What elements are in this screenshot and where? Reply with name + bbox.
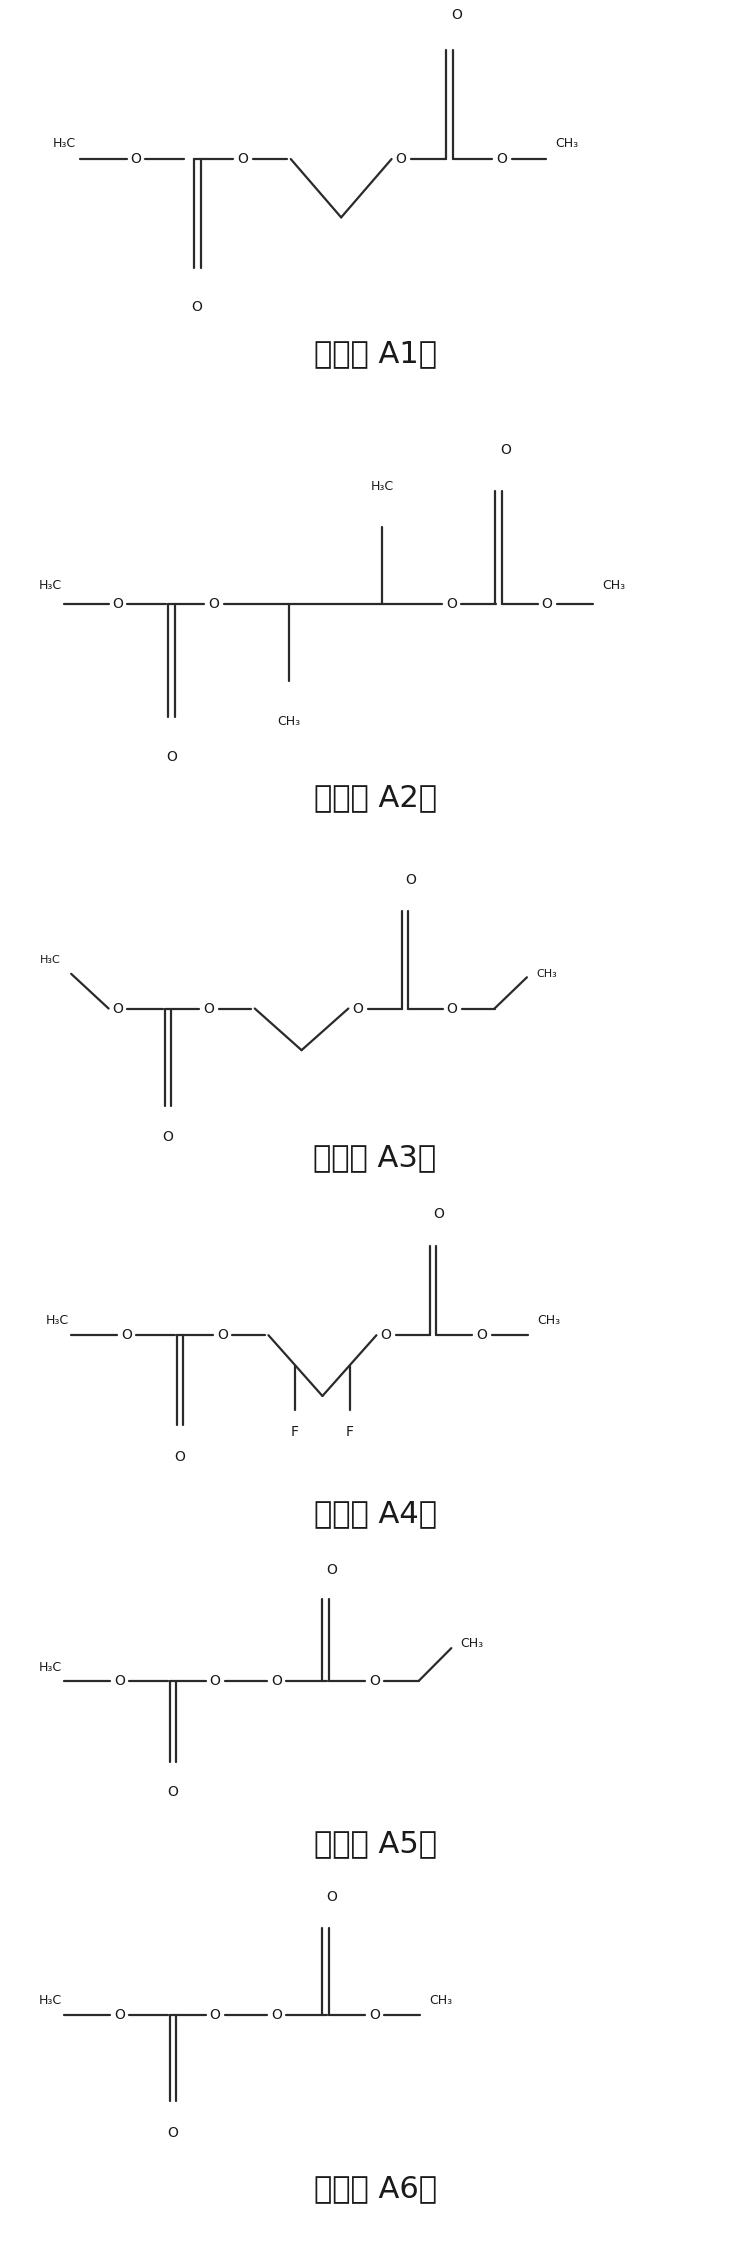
Text: 化合物 A5；: 化合物 A5； <box>314 1829 436 1858</box>
Text: H₃C: H₃C <box>39 1661 62 1674</box>
Text: O: O <box>167 1784 178 1800</box>
Text: CH₃: CH₃ <box>460 1636 484 1649</box>
Text: O: O <box>380 1329 392 1342</box>
Text: 化合物 A6。: 化合物 A6。 <box>314 2174 436 2203</box>
Text: O: O <box>433 1206 445 1221</box>
Text: CH₃: CH₃ <box>430 1994 453 2008</box>
Text: O: O <box>395 152 406 166</box>
Text: O: O <box>446 1002 458 1015</box>
Text: 化合物 A4；: 化合物 A4； <box>314 1499 436 1528</box>
Text: H₃C: H₃C <box>370 480 394 493</box>
Text: O: O <box>446 596 457 612</box>
Text: O: O <box>114 1674 125 1687</box>
Text: CH₃: CH₃ <box>277 715 300 728</box>
Text: CH₃: CH₃ <box>536 968 557 979</box>
Text: CH₃: CH₃ <box>556 137 579 150</box>
Text: O: O <box>352 1002 363 1015</box>
Text: O: O <box>217 1329 228 1342</box>
Text: H₃C: H₃C <box>46 1315 69 1327</box>
Text: O: O <box>130 152 142 166</box>
Text: O: O <box>175 1450 185 1463</box>
Text: 化合物 A3；: 化合物 A3； <box>314 1143 436 1172</box>
Text: CH₃: CH₃ <box>602 578 625 592</box>
Text: O: O <box>166 751 178 764</box>
Text: H₃C: H₃C <box>39 1994 62 2008</box>
Text: H₃C: H₃C <box>53 137 76 150</box>
Text: 化合物 A2；: 化合物 A2； <box>314 784 436 813</box>
Text: O: O <box>114 2008 125 2021</box>
Text: O: O <box>162 1129 173 1143</box>
Text: O: O <box>326 1889 338 1903</box>
Text: O: O <box>209 596 219 612</box>
Text: F: F <box>346 1425 354 1439</box>
Text: O: O <box>326 1562 338 1578</box>
Text: O: O <box>271 1674 282 1687</box>
Text: O: O <box>237 152 248 166</box>
Text: O: O <box>369 1674 380 1687</box>
Text: O: O <box>167 2127 178 2140</box>
Text: O: O <box>192 300 202 314</box>
Text: F: F <box>291 1425 299 1439</box>
Text: O: O <box>112 1002 124 1015</box>
Text: O: O <box>406 874 416 887</box>
Text: O: O <box>122 1329 132 1342</box>
Text: O: O <box>369 2008 380 2021</box>
Text: O: O <box>500 444 511 457</box>
Text: 化合物 A1；: 化合物 A1； <box>314 338 436 368</box>
Text: H₃C: H₃C <box>39 578 62 592</box>
Text: O: O <box>210 1674 220 1687</box>
Text: O: O <box>496 152 507 166</box>
Text: O: O <box>210 2008 220 2021</box>
Text: O: O <box>476 1329 487 1342</box>
Text: CH₃: CH₃ <box>537 1315 560 1327</box>
Text: O: O <box>203 1002 214 1015</box>
Text: O: O <box>542 596 553 612</box>
Text: O: O <box>112 596 124 612</box>
Text: O: O <box>271 2008 282 2021</box>
Text: H₃C: H₃C <box>40 955 61 966</box>
Text: O: O <box>451 9 462 22</box>
